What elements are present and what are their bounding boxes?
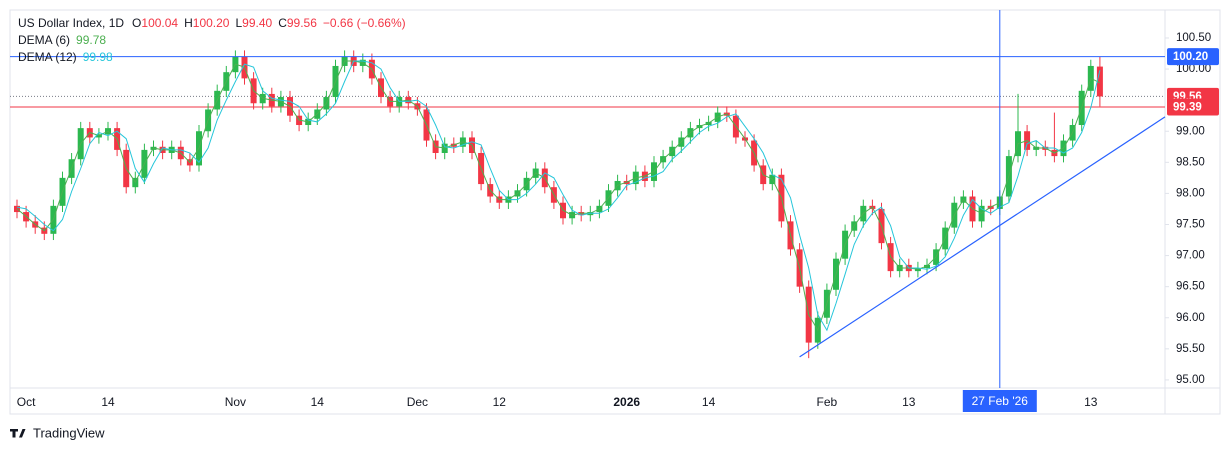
x-tick-label: 12 [493,395,507,409]
ohlc-key: O [132,16,141,30]
y-tick-label: 96.50 [1176,281,1205,293]
x-tick-label: 13 [1084,395,1098,409]
y-tick-label: 99.00 [1176,125,1205,137]
candle-body [1096,66,1103,97]
x-tick-label: Oct [17,395,36,409]
x-tick-label: Nov [225,395,246,409]
y-tick-label: 100.50 [1176,32,1211,44]
level-label-box [1167,98,1219,116]
level-label: 99.39 [1173,102,1202,114]
legend-entry: DEMA (6) 99.78 [18,33,106,47]
y-tick-label: 98.00 [1176,187,1205,199]
logo-mark [10,429,26,438]
ohlc-key: L [235,16,242,30]
branding: TradingView [33,425,105,440]
symbol-title: US Dollar Index, 1D [18,16,124,30]
y-tick-label: 97.00 [1176,250,1205,262]
x-tick-label: 2026 [613,395,640,409]
legend-value: 99.78 [76,33,106,47]
y-tick-label: 98.50 [1176,156,1205,168]
legend-value: 99.98 [83,50,113,64]
y-tick-label: 96.00 [1176,312,1205,324]
ohlc-value: 100.04 [141,16,178,30]
x-tick-label: 14 [702,395,716,409]
x-tick-label: 13 [902,395,916,409]
crosshair-date-box [962,390,1037,412]
crosshair-date-label: 27 Feb '26 [972,394,1029,408]
header: US Dollar Index, 1D O100.04 H100.20 L99.40 C… [18,16,406,30]
legend-name: DEMA (12) [18,50,77,64]
y-tick-label: 97.50 [1176,219,1205,231]
trendline [799,116,1166,358]
dema-line [16,60,1101,332]
ohlc-value: 100.20 [193,16,230,30]
ohlc-value: 99.56 [287,16,317,30]
x-tick-label: 14 [101,395,115,409]
frame [9,9,1221,415]
x-tick-label: Dec [407,395,428,409]
ohlc-key: H [184,16,193,30]
legend-entry: DEMA (12) 99.98 [18,50,113,64]
legend-name: DEMA (6) [18,33,70,47]
dema-line [16,60,1101,332]
ohlc-value: 99.40 [242,16,272,30]
y-tick-label: 100.00 [1176,63,1211,75]
price-change: −0.66 (−0.66%) [323,16,406,30]
crosshair-price-label: 100.20 [1173,51,1208,63]
crosshair-price-label-box [1167,48,1219,66]
y-tick-label: 95.50 [1176,343,1205,355]
y-tick-label: 95.00 [1176,374,1205,386]
x-tick-label: Feb [817,395,838,409]
logo: TradingView [10,425,105,440]
ohlc-key: C [278,16,287,30]
x-tick-label: 14 [311,395,325,409]
